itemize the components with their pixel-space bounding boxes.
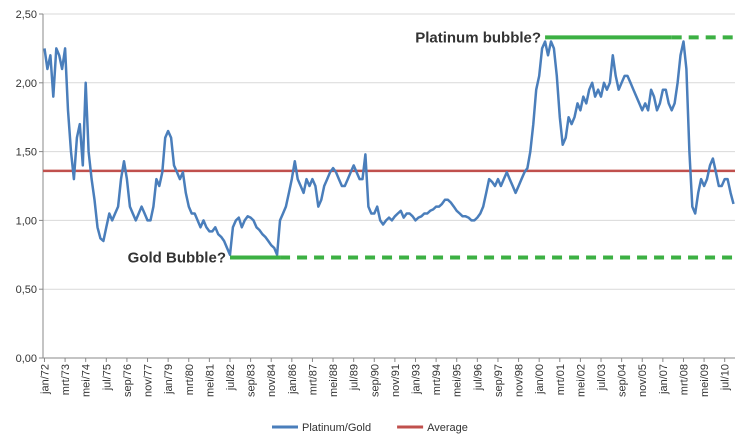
x-tick-label: jan/93 — [411, 364, 423, 395]
x-tick-label: jul/96 — [472, 364, 484, 391]
x-tick-label: nov/77 — [143, 364, 155, 397]
legend-label: Average — [427, 422, 468, 434]
annotation-label: Platinum bubble? — [415, 29, 541, 46]
x-tick-label: jan/79 — [163, 364, 175, 395]
x-tick-label: mei/02 — [575, 364, 587, 397]
x-tick-label: mei/09 — [699, 364, 711, 397]
x-tick-label: jul/03 — [596, 364, 608, 391]
x-tick-label: mei/95 — [452, 364, 464, 397]
y-tick-label: 1,00 — [16, 215, 37, 227]
x-tick-label: mei/88 — [328, 364, 340, 397]
x-tick-label: sep/76 — [122, 364, 134, 397]
y-tick-label: 0,50 — [16, 284, 37, 296]
x-tick-label: mei/81 — [204, 364, 216, 397]
x-tick-label: mrt/94 — [431, 364, 443, 395]
x-tick-label: sep/04 — [617, 364, 629, 397]
series-line — [43, 40, 735, 257]
x-tick-label: jul/89 — [349, 364, 361, 391]
y-tick-label: 1,50 — [16, 147, 37, 159]
x-tick-label: nov/84 — [266, 364, 278, 397]
x-tick-label: jan/07 — [658, 364, 670, 395]
x-tick-label: nov/98 — [514, 364, 526, 397]
x-tick-label: mei/74 — [81, 364, 93, 397]
x-tick-label: mrt/73 — [60, 364, 72, 395]
x-tick-label: jan/72 — [39, 364, 51, 395]
annotation-label: Gold Bubble? — [128, 250, 226, 267]
x-tick-label: jul/10 — [720, 364, 732, 391]
legend-label: Platinum/Gold — [302, 422, 371, 434]
x-tick-label: sep/90 — [369, 364, 381, 397]
x-tick-label: jan/00 — [534, 364, 546, 395]
x-tick-label: jul/75 — [101, 364, 113, 391]
x-tick-label: jan/86 — [287, 364, 299, 395]
x-tick-label: mrt/01 — [555, 364, 567, 395]
x-tick-label: sep/83 — [246, 364, 258, 397]
y-tick-label: 2,50 — [16, 9, 37, 21]
x-tick-label: nov/91 — [390, 364, 402, 397]
x-tick-label: nov/05 — [637, 364, 649, 397]
x-tick-label: mrt/08 — [678, 364, 690, 395]
x-tick-label: jul/82 — [225, 364, 237, 391]
x-tick-label: mrt/80 — [184, 364, 196, 395]
x-tick-label: mrt/87 — [307, 364, 319, 395]
y-tick-label: 2,00 — [16, 78, 37, 90]
x-tick-label: sep/97 — [493, 364, 505, 397]
y-tick-label: 0,00 — [16, 353, 37, 365]
